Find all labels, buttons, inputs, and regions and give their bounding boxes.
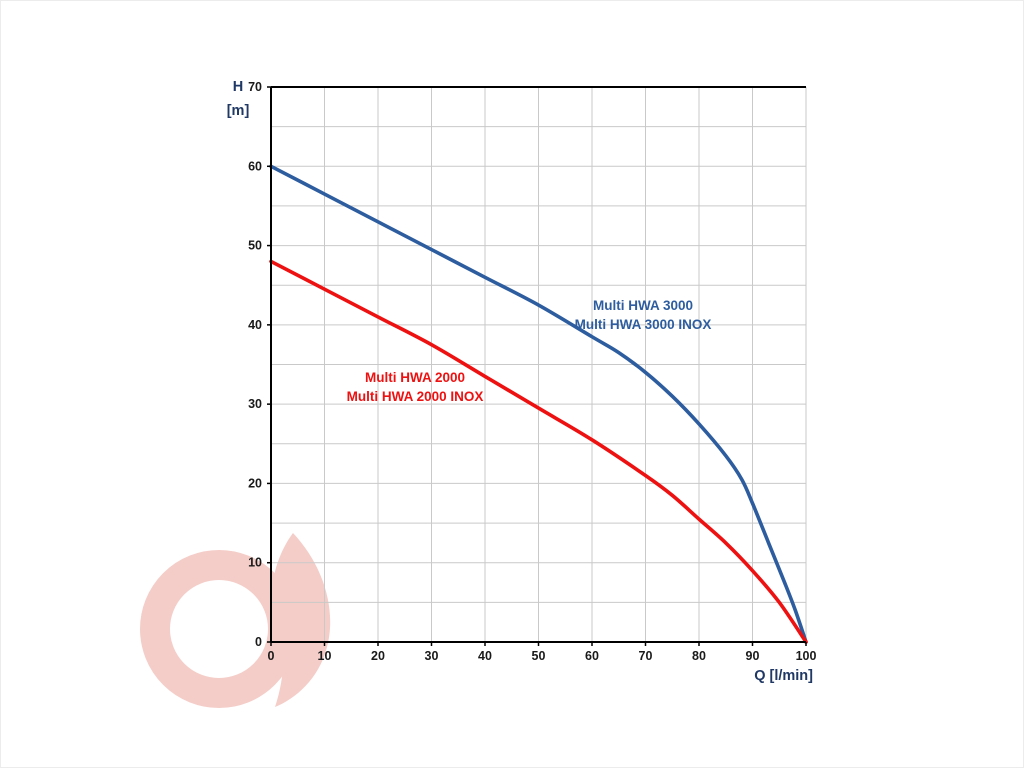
series-label-multi-hwa-3000-line2: Multi HWA 3000 INOX — [574, 317, 712, 332]
watermark-swoosh — [271, 533, 331, 707]
x-tick-label: 40 — [478, 649, 492, 663]
x-tick-label: 10 — [318, 649, 332, 663]
y-tick-label: 70 — [248, 80, 262, 94]
y-tick-label: 40 — [248, 318, 262, 332]
y-axis-title-line2: [m] — [226, 103, 250, 119]
y-tick-label: 20 — [248, 476, 262, 490]
x-tick-label: 30 — [425, 649, 439, 663]
y-tick-label: 10 — [248, 556, 262, 570]
axis-tick-labels: 0 10 20 30 40 50 60 70 80 90 100 0 10 20 30 40 50 60 70 — [248, 80, 816, 663]
x-tick-label: 100 — [796, 649, 817, 663]
y-axis-title-line1: H — [232, 79, 244, 95]
x-tick-label: 20 — [371, 649, 385, 663]
series-label-multi-hwa-2000: Multi HWA 2000 Multi HWA 2000 INOX — [309, 368, 521, 406]
series-label-multi-hwa-2000-line1: Multi HWA 2000 — [364, 370, 466, 385]
y-tick-label: 60 — [248, 159, 262, 173]
x-tick-label: 50 — [532, 649, 546, 663]
y-tick-label: 0 — [255, 635, 262, 649]
curve-multi-hwa-2000 — [269, 259, 808, 644]
x-tick-label: 90 — [746, 649, 760, 663]
x-tick-label: 60 — [585, 649, 599, 663]
curve-multi-hwa-3000 — [269, 164, 808, 644]
series-label-multi-hwa-3000-line1: Multi HWA 3000 — [592, 298, 694, 313]
y-axis-title: H [m] — [213, 75, 263, 123]
series-label-multi-hwa-2000-line2: Multi HWA 2000 INOX — [346, 389, 484, 404]
y-tick-label: 30 — [248, 397, 262, 411]
x-tick-label: 0 — [268, 649, 275, 663]
brand-logo-watermark — [140, 533, 331, 708]
x-tick-label: 70 — [639, 649, 653, 663]
x-axis-title: Q [l/min] — [754, 668, 813, 684]
series-label-multi-hwa-3000: Multi HWA 3000 Multi HWA 3000 INOX — [537, 296, 749, 334]
grid-lines — [270, 86, 807, 643]
x-tick-label: 80 — [692, 649, 706, 663]
y-tick-label: 50 — [248, 239, 262, 253]
